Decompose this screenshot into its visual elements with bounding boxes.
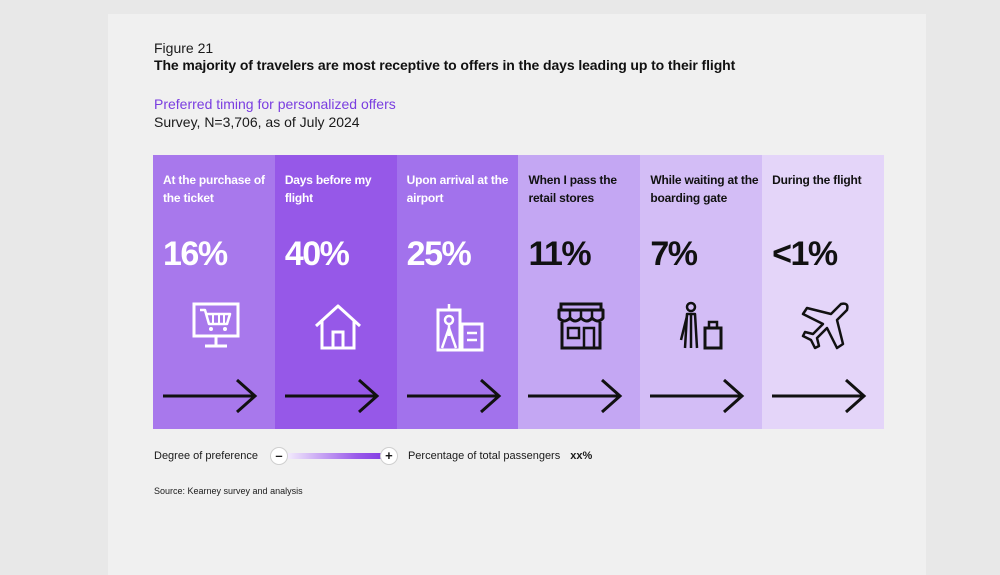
legend: Degree of preference – + Percentage of t… xyxy=(154,447,592,465)
legend-percentage-label: Percentage of total passengers xyxy=(407,450,561,462)
airport-terminal-icon xyxy=(436,304,484,352)
panel-label: While waiting at the boarding gate xyxy=(650,173,759,205)
panel-label: At the purchase of the ticket xyxy=(163,173,265,205)
timing-panel: While waiting at the boarding gate 7% xyxy=(640,155,763,429)
panel-percentage: 16% xyxy=(163,235,228,273)
legend-degree-label: Degree of preference xyxy=(154,450,258,462)
panel-percentage: 40% xyxy=(284,235,350,273)
preference-scale: – + xyxy=(269,447,398,465)
right-arrow-icon xyxy=(284,378,380,414)
panel-label: Upon arrival at the airport xyxy=(406,173,509,205)
preference-gradient-bar xyxy=(277,453,390,459)
shopping-cart-monitor-icon xyxy=(192,302,240,348)
chart-subtitle: Preferred timing for personalized offers xyxy=(154,96,396,112)
panel-label: During the flight xyxy=(772,173,862,187)
panel-label: When I pass the retail stores xyxy=(528,173,617,205)
source-note: Source: Kearney survey and analysis xyxy=(154,486,303,496)
right-arrow-icon xyxy=(650,378,745,414)
figure-title: The majority of travelers are most recep… xyxy=(154,57,736,73)
right-arrow-icon xyxy=(528,378,623,414)
timing-panel: Upon arrival at the airport 25% xyxy=(396,155,519,429)
right-arrow-icon xyxy=(772,378,867,414)
panel-label: Days before my flight xyxy=(284,173,372,205)
storefront-icon xyxy=(557,302,605,350)
timing-panels: At the purchase of the ticket 16% Days b… xyxy=(153,155,884,429)
panel-percentage: <1% xyxy=(772,235,838,273)
right-arrow-icon xyxy=(163,378,258,414)
legend-percentage-placeholder: xx% xyxy=(570,450,593,462)
panel-percentage: 11% xyxy=(528,235,591,273)
panel-percentage: 7% xyxy=(650,235,698,273)
right-arrow-icon xyxy=(406,378,501,414)
timing-panel: During the flight <1% xyxy=(762,155,884,429)
timing-panel: Days before my flight 40% xyxy=(274,155,397,429)
airplane-icon xyxy=(801,302,849,350)
panel-percentage: 25% xyxy=(406,235,472,273)
timing-panel: When I pass the retail stores 11% xyxy=(518,155,641,429)
survey-note: Survey, N=3,706, as of July 2024 xyxy=(154,114,360,130)
traveler-luggage-icon xyxy=(680,301,723,350)
figure-number: Figure 21 xyxy=(154,40,214,56)
house-icon xyxy=(314,304,361,350)
timing-panel: At the purchase of the ticket 16% xyxy=(153,155,275,429)
plus-icon: + xyxy=(379,447,398,465)
minus-icon: – xyxy=(269,447,288,465)
